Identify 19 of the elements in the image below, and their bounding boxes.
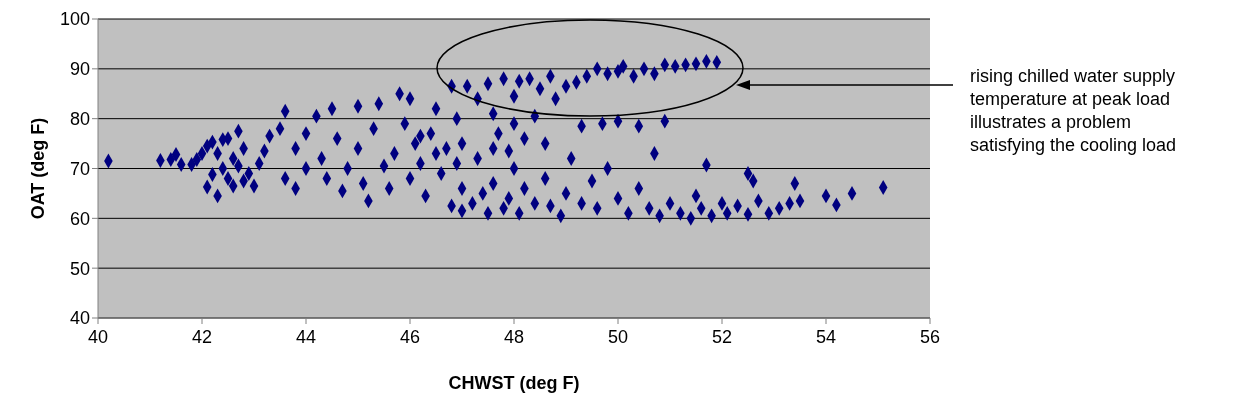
- y-axis-title: OAT (deg F): [28, 117, 49, 220]
- x-tick-label: 50: [607, 326, 629, 347]
- x-tick-label: 48: [503, 326, 525, 347]
- y-tick-label: 60: [69, 208, 90, 229]
- x-tick-label: 54: [815, 326, 837, 347]
- x-axis-title: CHWST (deg F): [448, 373, 580, 393]
- y-tick-label: 80: [69, 109, 90, 130]
- x-tick-label: 52: [711, 326, 733, 347]
- y-tick-label: 90: [69, 59, 90, 80]
- text: rising chilled water supply temperature at peak load illustrates a problem satisfying the cooling load: [970, 65, 1178, 157]
- y-tick-label: 70: [69, 158, 90, 179]
- x-tick-label: 46: [399, 326, 421, 347]
- x-tick-label: 44: [295, 326, 317, 347]
- y-tick-label: 40: [69, 308, 90, 329]
- x-tick-label: 56: [919, 326, 941, 347]
- y-tick-label: 50: [69, 258, 90, 279]
- x-tick-label: 42: [191, 326, 213, 347]
- x-tick-label: 40: [87, 326, 109, 347]
- y-tick-label: 100: [59, 9, 90, 30]
